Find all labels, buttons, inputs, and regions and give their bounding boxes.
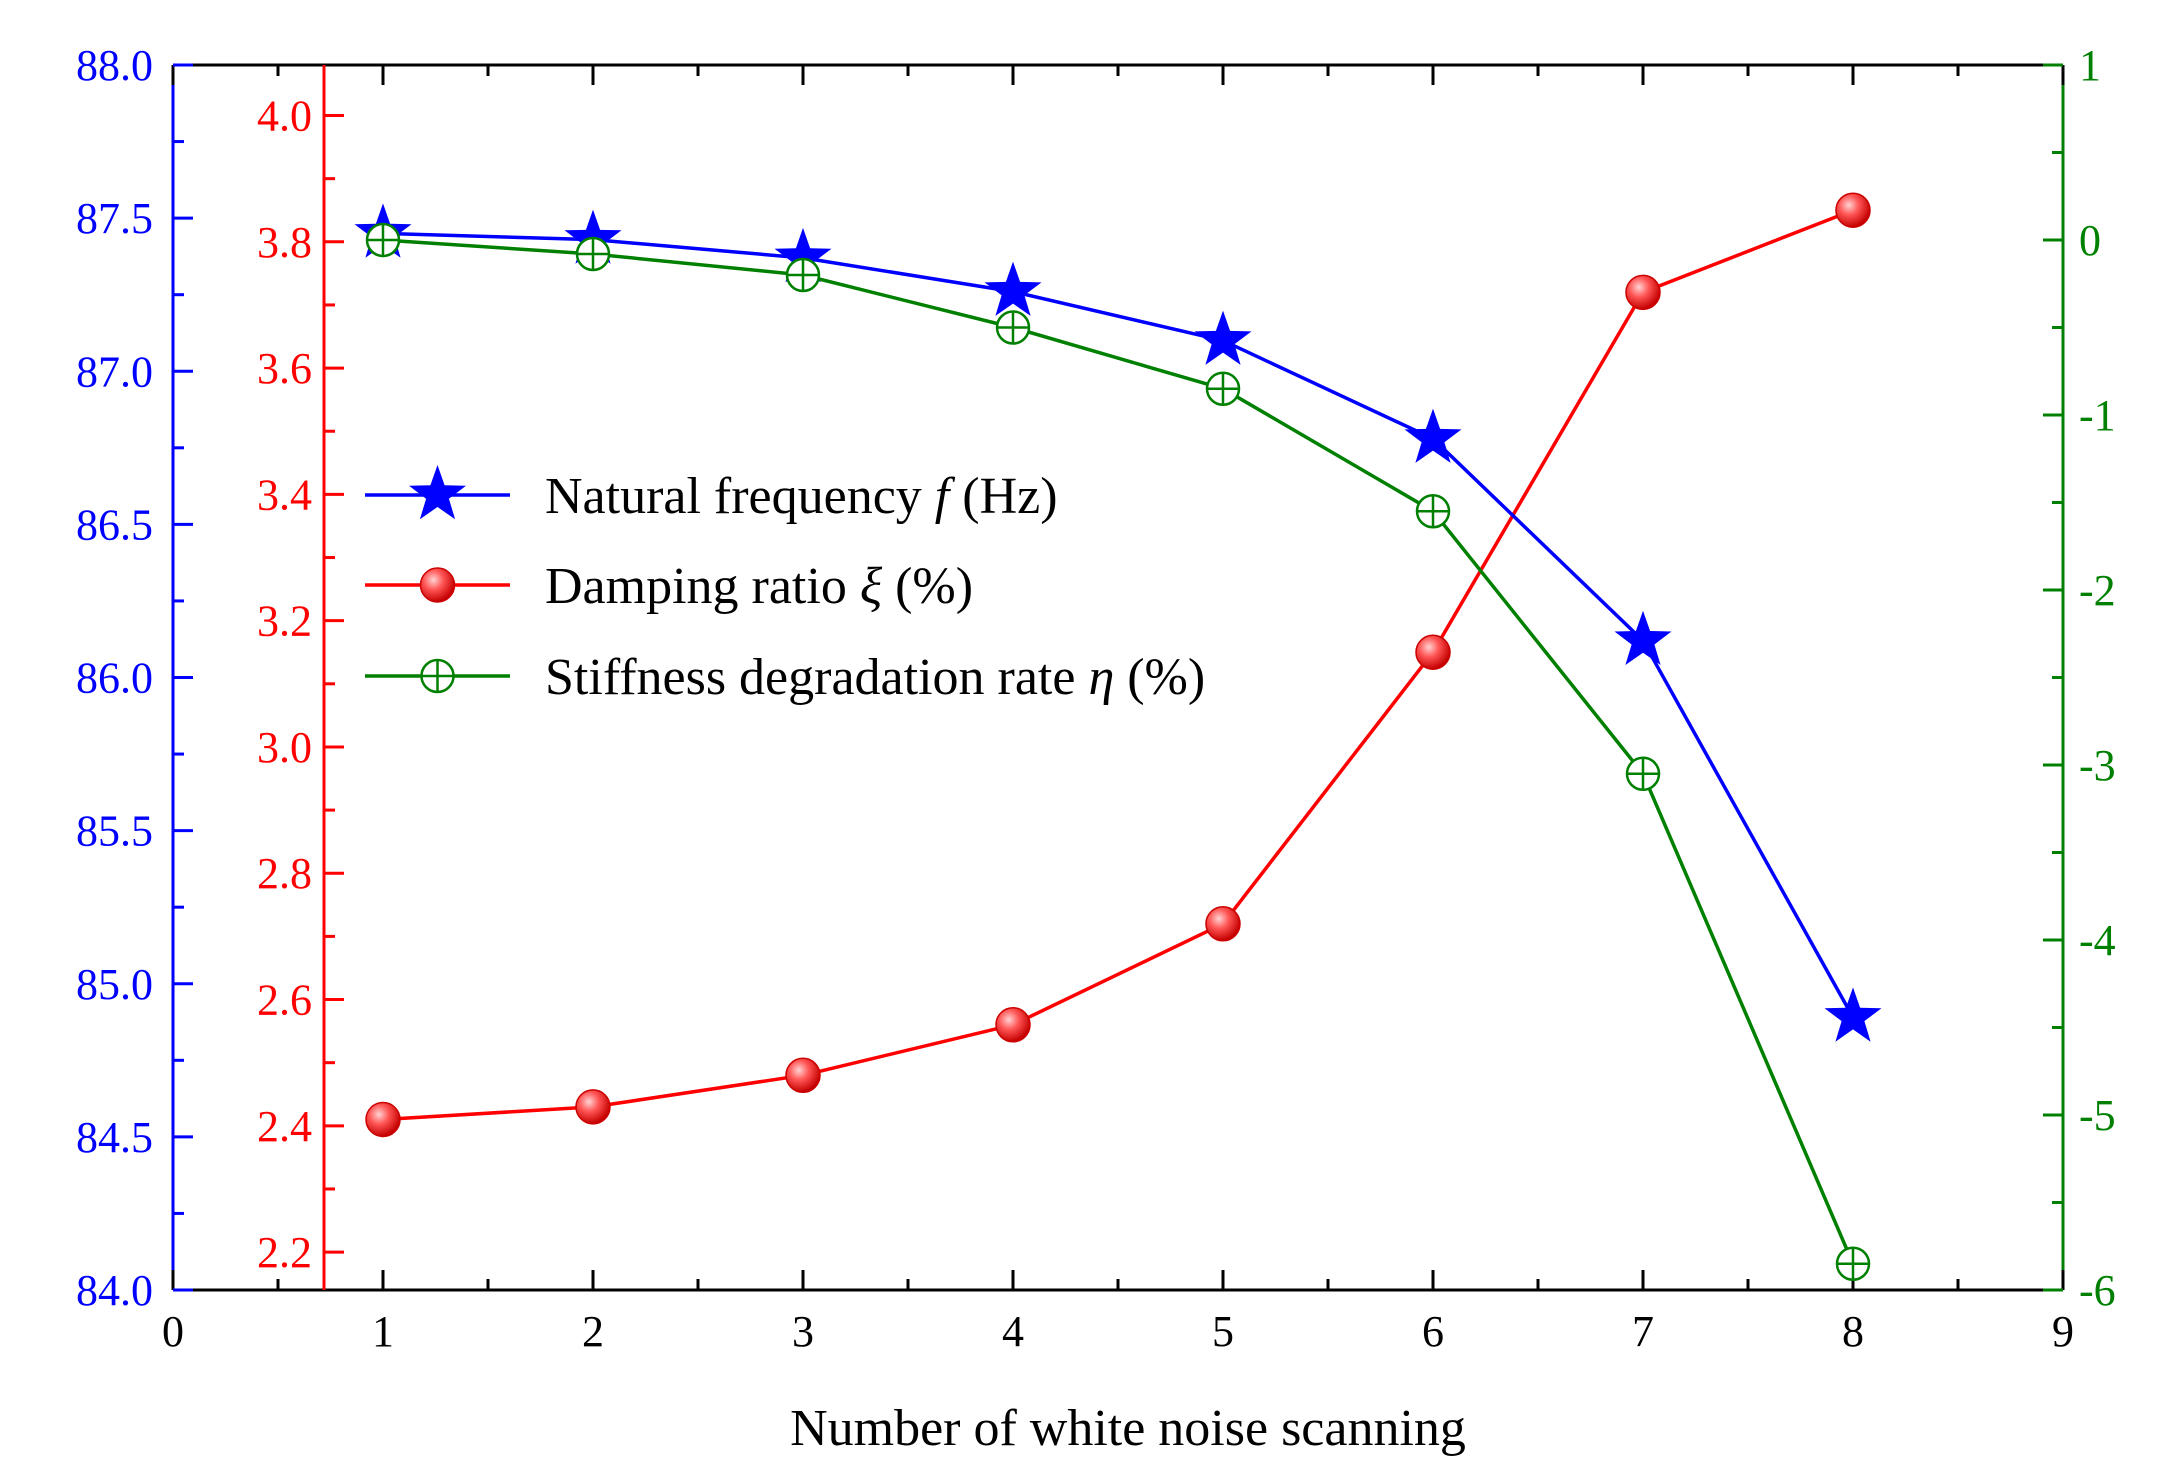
blue-tick-label: 88.0 — [76, 41, 153, 90]
x-tick-label: 4 — [1002, 1307, 1024, 1356]
legend-symbol-1: ξ — [860, 558, 883, 615]
x-tick-label: 7 — [1632, 1307, 1654, 1356]
green-tick-label: -5 — [2079, 1091, 2116, 1140]
green-tick-label: -6 — [2079, 1266, 2116, 1315]
x-tick-label: 3 — [792, 1307, 814, 1356]
legend-text-2: Stiffness degradation rate — [545, 649, 1088, 706]
series-1-point-7 — [1625, 274, 1661, 311]
series-2-point-3 — [785, 257, 821, 293]
series-1-point-2 — [575, 1089, 611, 1125]
series-line-1 — [382, 208, 1854, 1122]
x-tick-label: 0 — [162, 1307, 184, 1356]
series-2-point-8 — [1835, 1246, 1871, 1281]
legend-label-1: Damping ratio ξ (%) — [545, 558, 973, 615]
red-tick-label: 2.4 — [257, 1102, 312, 1151]
series-0-point-4 — [984, 261, 1042, 316]
red-tick-label: 3.8 — [257, 218, 312, 267]
legend-label-2: Stiffness degradation rate η (%) — [545, 649, 1205, 706]
legend-text-0: Natural frequency — [545, 468, 935, 525]
series-2-point-5 — [1205, 371, 1241, 406]
blue-tick-label: 85.5 — [76, 807, 153, 856]
series-0-point-7 — [1614, 610, 1672, 665]
x-tick-label: 5 — [1212, 1307, 1234, 1356]
legend-label-0: Natural frequency f (Hz) — [545, 468, 1058, 525]
series-0-point-3 — [774, 227, 832, 283]
legend-marker-0 — [409, 465, 466, 520]
series-line-2 — [382, 238, 1855, 1265]
blue-tick-label: 86.5 — [76, 500, 153, 549]
green-tick-label: -3 — [2079, 741, 2116, 790]
legend-symbol-2: η — [1088, 649, 1114, 706]
red-tick-label: 3.4 — [257, 470, 312, 519]
red-tick-label: 3.6 — [257, 344, 312, 393]
red-tick-label: 2.2 — [257, 1228, 312, 1277]
green-tick-label: 1 — [2079, 41, 2101, 90]
series-2-point-6 — [1415, 494, 1451, 529]
x-tick-label: 6 — [1422, 1307, 1444, 1356]
legend-marker-2 — [420, 658, 455, 694]
series-1-point-4 — [995, 1007, 1031, 1043]
legend-marker-1 — [419, 567, 456, 603]
series-1-point-3 — [785, 1057, 821, 1094]
series-2-point-7 — [1625, 756, 1661, 791]
series-0-point-6 — [1404, 408, 1462, 463]
legend-unit-0: (Hz) — [949, 468, 1057, 525]
red-tick-label: 3.0 — [257, 723, 312, 772]
legend: Natural frequency f (Hz) Damping ratio ξ … — [365, 465, 1205, 706]
red-tick-label: 2.8 — [257, 849, 312, 898]
x-tick-label: 1 — [372, 1307, 394, 1356]
x-axis-title: Number of white noise scanning — [790, 1400, 1466, 1457]
blue-tick-label: 86.0 — [76, 654, 153, 703]
red-tick-label: 4.0 — [257, 92, 312, 141]
series-line-0 — [382, 231, 1855, 1019]
series-2-point-1 — [365, 222, 401, 258]
series-2-point-2 — [575, 236, 611, 272]
series-2-point-4 — [995, 310, 1031, 345]
legend-unit-1: (%) — [882, 558, 973, 615]
green-tick-label: -2 — [2079, 566, 2116, 615]
legend-text-1: Damping ratio — [545, 558, 860, 615]
axes-layer: 0 1 2 3 4 5 6 7 8 9 Number of white noise scanning… — [76, 41, 2116, 1457]
blue-tick-label: 85.0 — [76, 960, 153, 1009]
series-1-point-6 — [1415, 634, 1451, 670]
blue-tick-label: 84.0 — [76, 1266, 153, 1315]
red-tick-label: 2.6 — [257, 976, 312, 1025]
x-tick-label: 8 — [1842, 1307, 1864, 1356]
blue-tick-label: 84.5 — [76, 1113, 153, 1162]
series-1-point-8 — [1835, 192, 1871, 228]
blue-tick-label: 87.5 — [76, 194, 153, 243]
series-1-point-5 — [1205, 906, 1241, 942]
green-tick-label: -1 — [2079, 391, 2116, 440]
series-0-point-8 — [1824, 987, 1882, 1042]
green-tick-label: -4 — [2079, 916, 2116, 965]
series-1-point-1 — [365, 1101, 401, 1138]
legend-unit-2: (%) — [1114, 649, 1205, 706]
x-tick-label: 9 — [2052, 1307, 2074, 1356]
green-tick-label: 0 — [2079, 216, 2101, 265]
series-0-point-5 — [1194, 310, 1252, 365]
series-layer — [354, 192, 1882, 1281]
red-tick-label: 3.2 — [257, 597, 312, 646]
blue-tick-label: 87.0 — [76, 347, 153, 396]
series-0-point-2 — [564, 209, 622, 264]
x-tick-label: 2 — [582, 1307, 604, 1356]
